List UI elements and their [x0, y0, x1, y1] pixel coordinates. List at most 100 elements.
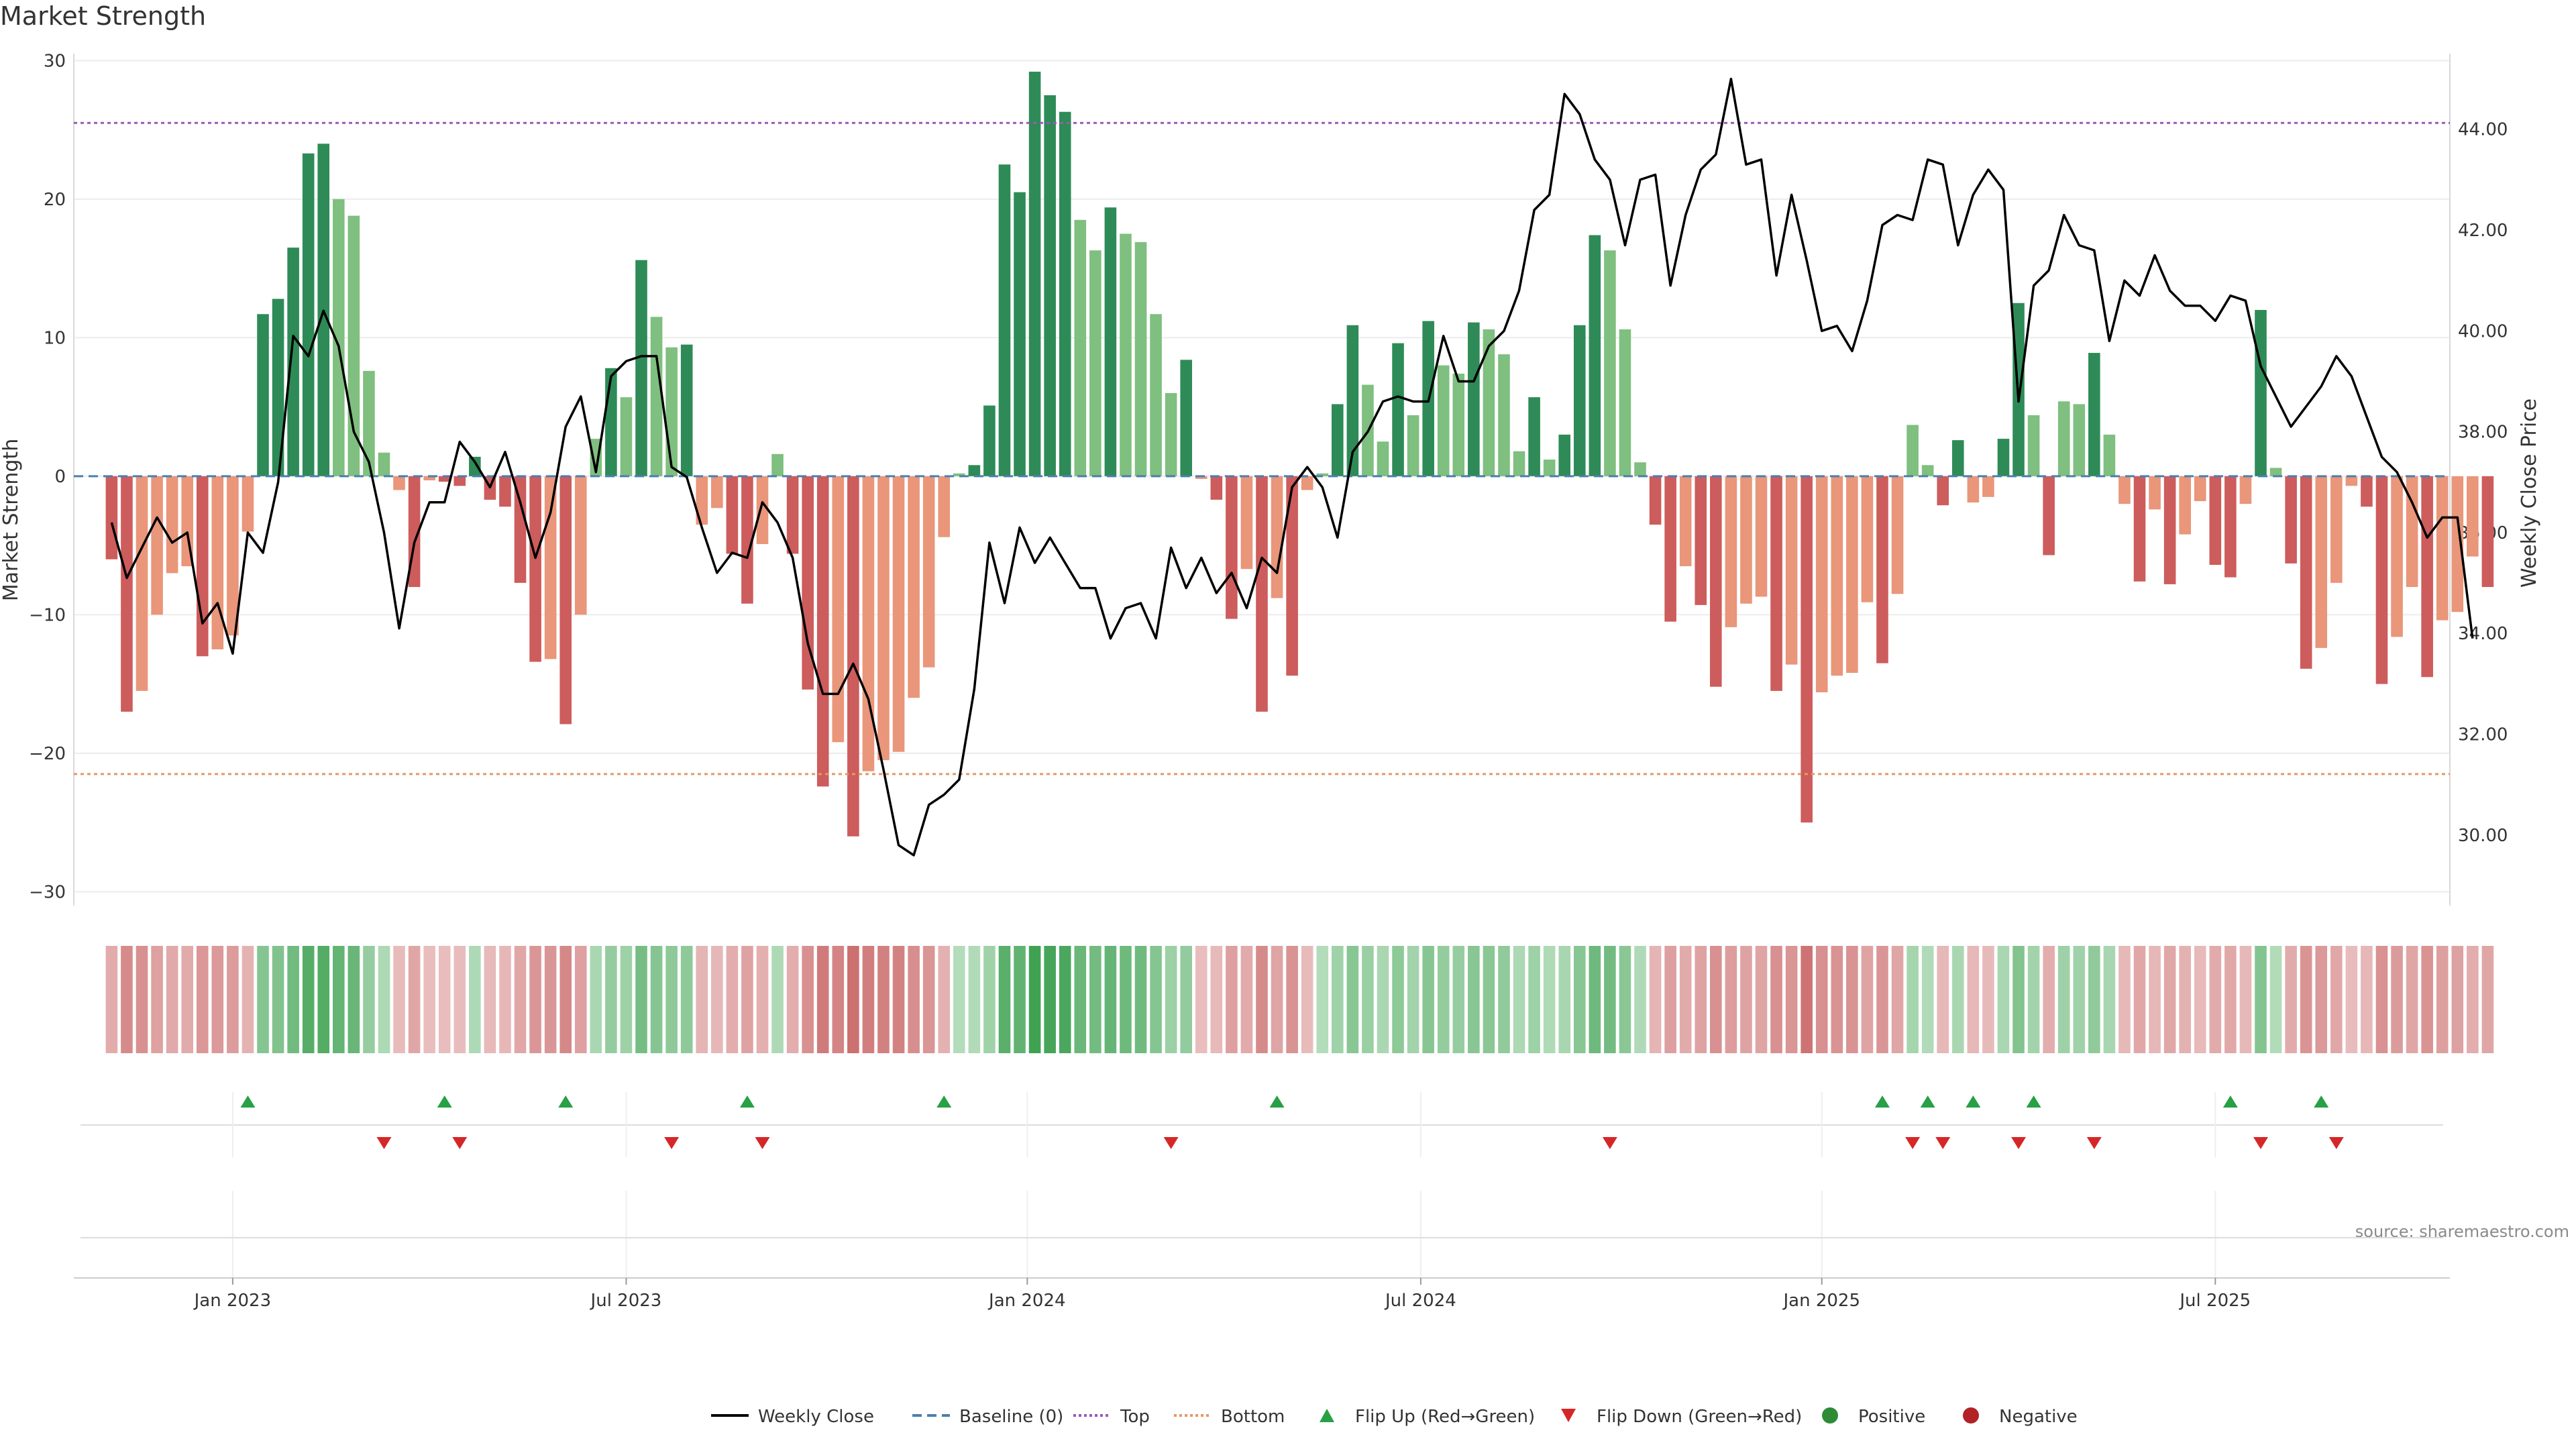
heat-strip-cell — [635, 946, 647, 1053]
flip-up-marker — [2222, 1095, 2238, 1108]
heat-strip-cell — [317, 946, 330, 1053]
right-tick-label: 42.00 — [2458, 221, 2508, 241]
heat-strip-cell — [620, 946, 633, 1053]
strength-bar — [1770, 476, 1782, 691]
strength-bar — [1498, 354, 1510, 476]
heat-strip-cell — [1831, 946, 1843, 1053]
strength-bar — [1468, 322, 1480, 476]
strength-bar — [1165, 392, 1177, 476]
heat-strip-cell — [1150, 946, 1162, 1053]
heat-strip-cell — [1543, 946, 1556, 1053]
heat-strip-cell — [696, 946, 708, 1053]
flip-down-marker — [664, 1137, 680, 1149]
strength-bar — [1921, 465, 1934, 476]
heat-strip-cell — [1937, 946, 1949, 1053]
legend-label: Flip Up (Red→Green) — [1355, 1407, 1535, 1427]
strength-bar — [2209, 476, 2222, 565]
strength-bar — [650, 317, 663, 476]
heat-strip-cell — [922, 946, 935, 1053]
flip-down-marker — [2011, 1137, 2027, 1149]
strength-bar — [1543, 460, 1556, 476]
heat-strip-cell — [1256, 946, 1268, 1053]
strength-bar — [968, 465, 981, 476]
heat-strip-cell — [1498, 946, 1510, 1053]
strength-bar — [453, 476, 466, 486]
heat-strip-cell — [1740, 946, 1752, 1053]
heat-strip-cell — [711, 946, 723, 1053]
heat-strip-cell — [1346, 946, 1359, 1053]
strength-bar — [544, 476, 557, 659]
strength-bar — [1346, 325, 1359, 476]
strength-bar — [1059, 111, 1071, 476]
strength-bar — [2391, 476, 2403, 637]
strength-bar — [1982, 476, 1994, 497]
heat-strip-cell — [1362, 946, 1374, 1053]
left-tick-label: 0 — [54, 467, 66, 487]
legend-label: Negative — [1999, 1407, 2078, 1427]
left-tick-label: −10 — [29, 605, 66, 625]
strength-bar — [1271, 476, 1283, 598]
strength-bar — [1392, 343, 1404, 476]
flip-up-marker — [437, 1095, 452, 1108]
legend-label: Top — [1120, 1407, 1150, 1427]
strength-bar — [741, 476, 753, 604]
right-tick-label: 30.00 — [2458, 826, 2508, 846]
strength-bar — [847, 476, 859, 837]
strength-bar — [469, 456, 481, 476]
heat-strip-cell — [1422, 946, 1434, 1053]
flip-up-marker — [1874, 1095, 1890, 1108]
heat-strip-cell — [2481, 946, 2494, 1053]
chart-title: Market Strength — [0, 1, 207, 31]
heat-strip-cell — [423, 946, 435, 1053]
right-tick-label: 38.00 — [2458, 423, 2508, 443]
strength-bar — [1089, 250, 1102, 476]
heat-strip-cell — [892, 946, 905, 1053]
heat-strip-cell — [650, 946, 663, 1053]
strength-bar — [1301, 476, 1313, 490]
heat-strip-cell — [529, 946, 541, 1053]
weekly-close-line — [110, 77, 2474, 857]
heat-strip-cell — [1483, 946, 1495, 1053]
heat-strip-cell — [938, 946, 951, 1053]
x-tick-label: Jan 2024 — [987, 1291, 1066, 1311]
heat-strip-cell — [756, 946, 769, 1053]
strength-bar — [696, 476, 708, 525]
heat-strip-cell — [2088, 946, 2100, 1053]
strength-bar — [2300, 476, 2312, 669]
flip-down-marker — [2086, 1137, 2102, 1149]
strength-bar — [2179, 476, 2191, 535]
strength-bar — [1937, 476, 1949, 506]
strength-bar — [241, 476, 254, 532]
legend-label: Bottom — [1221, 1407, 1285, 1427]
flip-down-marker — [755, 1137, 770, 1149]
x-tick-label: Jul 2024 — [1384, 1291, 1456, 1311]
heat-strip-cell — [378, 946, 390, 1053]
strength-bar — [1710, 476, 1722, 687]
legend-swatch — [1320, 1409, 1334, 1422]
left-tick-label: 30 — [44, 51, 66, 71]
strength-bar — [953, 473, 965, 476]
strength-bar — [1134, 241, 1147, 476]
legend-label: Positive — [1858, 1407, 1925, 1427]
heat-strip-cell — [1074, 946, 1087, 1053]
right-tick-label: 44.00 — [2458, 120, 2508, 140]
heat-strip-cell — [2255, 946, 2267, 1053]
heat-strip-cell — [1120, 946, 1132, 1053]
strength-bar — [2255, 310, 2267, 476]
heat-strip-cell — [1982, 946, 1994, 1053]
strength-bar — [1876, 476, 1888, 663]
flip-down-marker — [1163, 1137, 1179, 1149]
flip-down-marker — [2328, 1137, 2344, 1149]
legend-item: Positive — [1822, 1407, 1925, 1427]
heat-strip-cell — [2103, 946, 2116, 1053]
heat-strip-cell — [2315, 946, 2328, 1053]
heat-strip-cell — [1210, 946, 1223, 1053]
heat-strip-cell — [1725, 946, 1737, 1053]
strength-bar — [2194, 476, 2206, 502]
flip-down-marker — [1602, 1137, 1617, 1149]
strength-bar — [1104, 207, 1117, 476]
flip-down-marker — [2253, 1137, 2268, 1149]
strength-bar — [1028, 71, 1041, 476]
flip-up-marker — [1269, 1095, 1285, 1108]
heat-strip-cell — [968, 946, 981, 1053]
